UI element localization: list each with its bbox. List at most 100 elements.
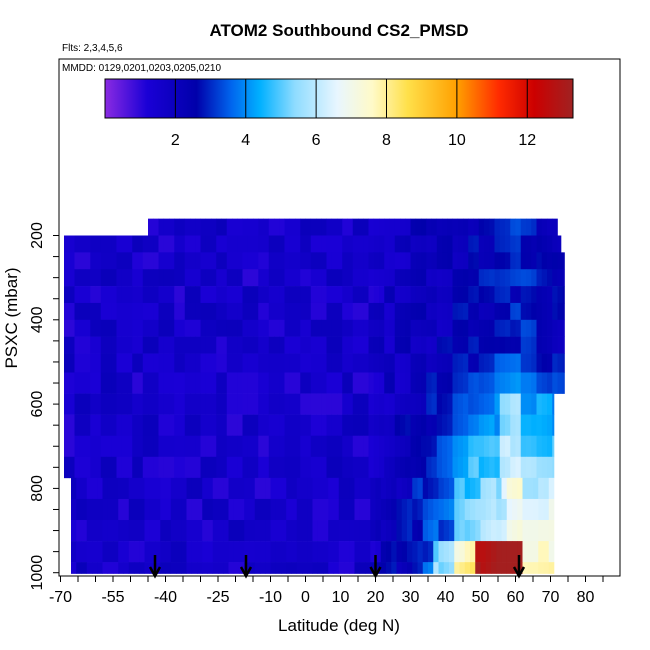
heatmap-cell xyxy=(268,353,275,373)
heatmap-cell xyxy=(426,336,432,354)
heatmap-cell xyxy=(347,336,354,354)
heatmap-cell xyxy=(268,286,275,304)
heatmap-cell xyxy=(452,269,459,287)
heatmap-cell xyxy=(247,218,254,236)
heatmap-cell xyxy=(79,336,86,354)
heatmap-cell xyxy=(158,456,165,479)
heatmap-cell xyxy=(106,393,112,415)
heatmap-cell xyxy=(305,456,312,479)
heatmap-cell xyxy=(263,456,270,479)
heatmap-cell xyxy=(384,456,390,479)
heatmap-cell xyxy=(447,235,453,253)
heatmap-cell xyxy=(452,286,459,304)
heatmap-cell xyxy=(373,252,380,270)
heatmap-cell xyxy=(274,353,280,373)
heatmap-cell xyxy=(81,562,88,574)
heatmap-cell xyxy=(396,562,403,574)
heatmap-cell xyxy=(363,286,369,304)
heatmap-cell xyxy=(184,235,191,253)
heatmap-cell xyxy=(375,541,382,563)
heatmap-cell xyxy=(373,319,380,337)
heatmap-cell xyxy=(478,353,485,373)
heatmap-cell xyxy=(163,252,170,270)
heatmap-cell xyxy=(216,218,222,236)
heatmap-cell xyxy=(410,252,417,270)
heatmap-cell xyxy=(275,520,282,542)
heatmap-cell xyxy=(510,393,516,415)
heatmap-cell xyxy=(468,269,474,287)
heatmap-cell xyxy=(410,435,417,458)
heatmap-cell xyxy=(263,372,270,394)
heatmap-cell xyxy=(358,319,364,337)
heatmap-cells xyxy=(64,218,565,574)
heatmap-cell xyxy=(326,456,333,479)
heatmap-cell xyxy=(237,319,243,337)
heatmap-cell xyxy=(431,319,438,337)
heatmap-cell xyxy=(134,498,140,521)
heatmap-cell xyxy=(184,319,191,337)
heatmap-cell xyxy=(221,286,228,304)
heatmap-cell xyxy=(405,269,411,287)
heatmap-cell xyxy=(379,435,385,458)
heatmap-cell xyxy=(359,498,366,521)
heatmap-cell xyxy=(321,414,327,437)
heatmap-cell xyxy=(463,218,469,236)
heatmap-cell xyxy=(100,372,107,394)
heatmap-cell xyxy=(111,269,117,287)
heatmap-cell xyxy=(520,456,527,479)
heatmap-cell xyxy=(289,435,296,458)
heatmap-cell xyxy=(505,269,511,287)
colorbar-tick-label: 6 xyxy=(312,132,321,149)
heatmap-cell xyxy=(79,252,86,270)
heatmap-cell xyxy=(389,218,396,236)
heatmap-cell xyxy=(127,252,133,270)
heatmap-cell xyxy=(475,477,481,500)
heatmap-cell xyxy=(106,252,112,270)
heatmap-cell xyxy=(284,336,291,354)
heatmap-cell xyxy=(526,435,532,458)
heatmap-cell xyxy=(342,456,348,479)
heatmap-cell xyxy=(121,456,128,479)
heatmap-cell xyxy=(127,393,133,415)
heatmap-cell xyxy=(352,414,359,437)
heatmap-cell xyxy=(410,235,417,253)
heatmap-cell xyxy=(536,414,543,437)
heatmap-cell xyxy=(380,541,387,563)
heatmap-cell xyxy=(118,541,124,563)
heatmap-cell xyxy=(452,456,459,479)
heatmap-cell xyxy=(158,393,165,415)
heatmap-cell xyxy=(258,235,264,253)
heatmap-cell xyxy=(232,393,238,415)
heatmap-cell xyxy=(295,302,301,321)
heatmap-cell xyxy=(373,414,380,437)
heatmap-cell xyxy=(121,269,128,287)
heatmap-cell xyxy=(505,286,511,304)
heatmap-cell xyxy=(478,319,485,337)
heatmap-cell xyxy=(384,414,390,437)
heatmap-cell xyxy=(111,336,117,354)
heatmap-cell xyxy=(179,319,186,337)
heatmap-cell xyxy=(494,286,501,304)
heatmap-cell xyxy=(526,235,532,253)
heatmap-cell xyxy=(190,393,196,415)
heatmap-cell xyxy=(543,562,550,574)
heatmap-cell xyxy=(295,218,301,236)
heatmap-cell xyxy=(447,456,453,479)
heatmap-cell xyxy=(128,498,135,521)
heatmap-cell xyxy=(442,393,448,415)
heatmap-cell xyxy=(358,286,364,304)
heatmap-cell xyxy=(74,435,81,458)
heatmap-cell xyxy=(216,456,222,479)
heatmap-cell xyxy=(137,319,144,337)
heatmap-cell xyxy=(307,541,313,563)
heatmap-cell xyxy=(359,541,366,563)
x-tick-label: -70 xyxy=(49,589,72,606)
heatmap-cell xyxy=(396,520,403,542)
heatmap-cell xyxy=(510,435,516,458)
heatmap-cell xyxy=(489,218,495,236)
heatmap-cell xyxy=(400,353,406,373)
heatmap-cell xyxy=(331,414,338,437)
heatmap-cell xyxy=(316,372,322,394)
heatmap-cell xyxy=(100,414,107,437)
heatmap-cell xyxy=(113,498,119,521)
